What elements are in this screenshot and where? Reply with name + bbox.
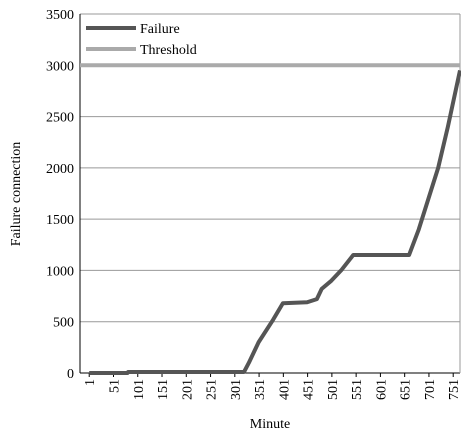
y-tick-label: 2500 (46, 111, 74, 126)
x-tick-label: 651 (399, 379, 414, 400)
y-tick-label: 500 (53, 316, 74, 331)
x-tick-label: 201 (180, 379, 195, 400)
x-tick-label: 101 (132, 379, 147, 400)
x-axis-label: Minute (250, 417, 290, 432)
x-tick-label: 51 (107, 379, 122, 393)
x-tick-label: 151 (156, 379, 171, 400)
x-tick-label: 301 (229, 379, 244, 400)
x-tick-label: 351 (253, 379, 268, 400)
legend-label: Threshold (140, 43, 197, 58)
y-axis-label: Failure connection (9, 142, 24, 247)
legend-label: Failure (140, 22, 180, 37)
x-tick-label: 551 (350, 379, 365, 400)
x-tick-label: 251 (205, 379, 220, 400)
x-tick-label: 751 (447, 379, 461, 400)
x-tick-label: 451 (302, 379, 317, 400)
series-line (89, 69, 461, 375)
x-tick-label: 501 (326, 379, 341, 400)
x-tick-label: 601 (374, 379, 389, 400)
y-tick-label: 2000 (46, 162, 74, 177)
y-tick-label: 3500 (46, 8, 74, 23)
x-tick-label: 1 (83, 379, 98, 386)
y-tick-label: 0 (67, 367, 74, 382)
y-tick-label: 1500 (46, 213, 74, 228)
x-tick-label: 701 (423, 379, 438, 400)
y-tick-label: 3000 (46, 59, 74, 74)
x-tick-label: 401 (277, 379, 292, 400)
y-tick-label: 1000 (46, 264, 74, 279)
